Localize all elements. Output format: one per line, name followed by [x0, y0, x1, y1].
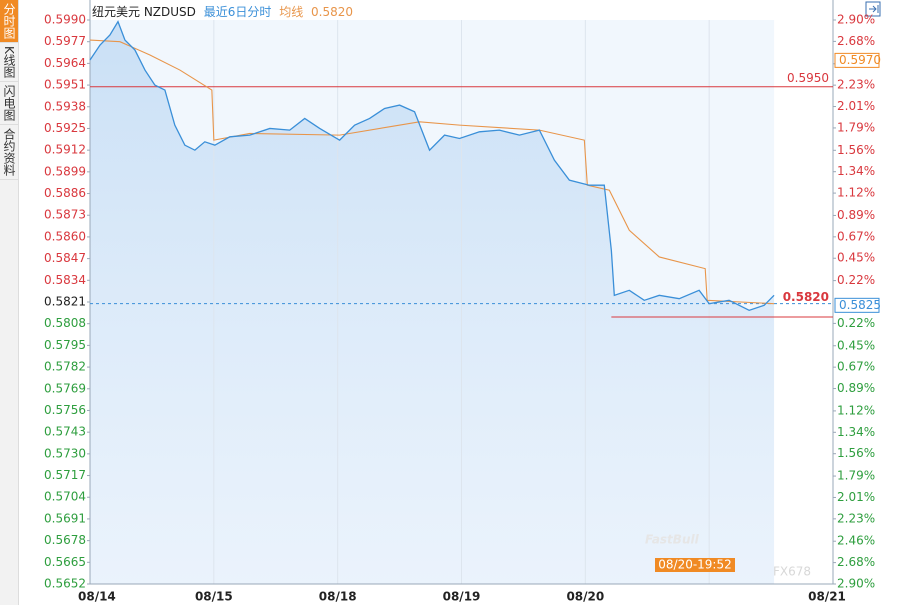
last-price-label: 0.5820: [783, 290, 829, 304]
series-line: [89, 39, 775, 305]
sidebar: 分时图 K线图 闪电图 合约资料: [0, 0, 19, 605]
y-tick-label: 0.5665: [44, 555, 86, 569]
y-tick-label: 0.5717: [44, 468, 86, 482]
y2-tick-label: 0.22%: [837, 316, 875, 330]
x-tick-label: 08/14: [78, 590, 116, 604]
y-tick-label: 0.5977: [44, 34, 86, 48]
price-area: [90, 21, 775, 584]
y2-tick-label: 0.67%: [837, 229, 875, 243]
y2-tick-label: 0.67%: [837, 360, 875, 374]
y2-tick-label: 1.34%: [837, 164, 875, 178]
y2-tick-label: 1.56%: [837, 143, 875, 157]
y-tick-label: 0.5925: [44, 121, 86, 135]
y-tick-label: 0.5886: [44, 186, 86, 200]
y-tick-label: 0.5847: [44, 251, 86, 265]
y2-tick-label: 1.34%: [837, 425, 875, 439]
avg-legend: 均线: [279, 5, 304, 19]
y2-tick-label: 1.56%: [837, 446, 875, 460]
y-tick-label: 0.5808: [44, 316, 86, 330]
watermark: FX678: [773, 565, 811, 579]
series-line: [89, 20, 775, 312]
hover-label: 0.5825: [839, 298, 881, 312]
y2-tick-label: 0.89%: [837, 381, 875, 395]
tab[interactable]: 分时图: [0, 0, 18, 43]
resistance-label: 0.5950: [787, 71, 829, 85]
avg-value: 0.5820: [311, 5, 354, 19]
y-tick-label: 0.5912: [44, 143, 86, 157]
tab[interactable]: K线图: [0, 43, 18, 82]
expand-glyph: [869, 5, 879, 13]
hover-box: [834, 52, 880, 68]
header: 纽元美元 NZDUSD 最近6日分时 均线 0.5820: [92, 3, 357, 20]
tab[interactable]: 闪电图: [0, 82, 18, 125]
y-tick-label: 0.5860: [44, 229, 86, 243]
y-tick-label: 0.5821: [44, 295, 86, 309]
y2-tick-label: 2.46%: [837, 534, 875, 548]
y-tick-label: 0.5769: [44, 381, 86, 395]
y2-tick-label: 1.12%: [837, 403, 875, 417]
y2-tick-label: 2.01%: [837, 490, 875, 504]
y2-tick-label: 0.89%: [837, 208, 875, 222]
y-tick-label: 0.5652: [44, 577, 86, 591]
hover-time: 08/20-19:52: [658, 558, 732, 572]
y-tick-label: 0.5873: [44, 208, 86, 222]
y2-tick-label: 1.79%: [837, 120, 875, 134]
y2-tick-label: 0.45%: [837, 251, 875, 265]
x-tick-label: 08/21: [808, 590, 846, 604]
y-tick-label: 0.5782: [44, 360, 86, 374]
y-tick-label: 0.5691: [44, 511, 86, 525]
y2-tick-label: 2.01%: [837, 99, 875, 113]
y-tick-label: 0.5730: [44, 446, 86, 460]
y-tick-label: 0.5795: [44, 338, 86, 352]
tab[interactable]: 合约资料: [0, 125, 18, 180]
y-tick-label: 0.5834: [44, 273, 86, 287]
hover-box: [834, 297, 880, 313]
hover-label: 0.5970: [839, 53, 881, 67]
y2-tick-label: 2.23%: [837, 78, 875, 92]
watermark: FastBull: [645, 533, 700, 547]
y-tick-label: 0.5899: [44, 164, 86, 178]
y-tick-label: 0.5951: [44, 78, 86, 92]
y2-tick-label: 1.12%: [837, 186, 875, 200]
x-tick-label: 08/15: [195, 590, 233, 604]
x-tick-label: 08/19: [443, 590, 481, 604]
title: 纽元美元 NZDUSD: [92, 5, 196, 19]
y-tick-label: 0.5964: [44, 56, 86, 70]
y-tick-label: 0.5756: [44, 403, 86, 417]
x-tick-label: 08/20: [566, 590, 604, 604]
y-tick-label: 0.5938: [44, 99, 86, 113]
y2-tick-label: 2.90%: [837, 577, 875, 591]
subtitle: 最近6日分时: [203, 5, 272, 19]
y2-tick-label: 2.68%: [837, 555, 875, 569]
hover-time-box: [655, 558, 735, 572]
y2-tick-label: 2.90%: [837, 13, 875, 27]
x-tick-label: 08/18: [319, 590, 357, 604]
y-tick-label: 0.5704: [44, 490, 86, 504]
y2-tick-label: 0.45%: [837, 338, 875, 352]
y2-tick-label: 2.68%: [837, 34, 875, 48]
y2-tick-label: 0.22%: [837, 273, 875, 287]
y2-tick-label: 1.79%: [837, 469, 875, 483]
y-tick-label: 0.5990: [44, 13, 86, 27]
y2-tick-label: 2.23%: [837, 511, 875, 525]
y-tick-label: 0.5743: [44, 425, 86, 439]
y-tick-label: 0.5678: [44, 533, 86, 547]
